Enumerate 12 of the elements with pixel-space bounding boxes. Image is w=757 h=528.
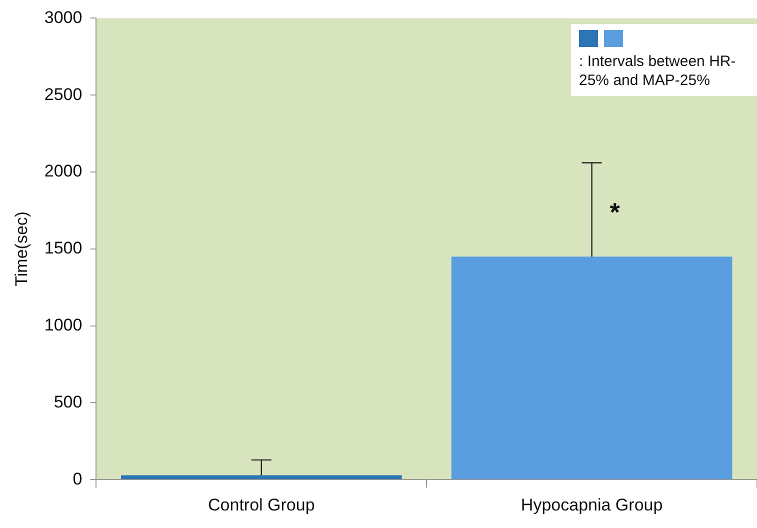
x-tick-label: Hypocapnia Group	[520, 495, 663, 514]
y-axis-title: Time(sec)	[12, 211, 31, 286]
annotation: *	[610, 197, 621, 228]
legend-label: : Intervals between HR-25% and MAP-25%	[579, 52, 737, 90]
y-tick-label: 2500	[44, 84, 82, 104]
y-tick-label: 2000	[44, 162, 82, 181]
y-tick-label: 1500	[44, 238, 82, 258]
x-tick-label: Control Group	[208, 495, 315, 514]
y-tick-label: 1000	[44, 315, 82, 334]
y-tick-label: 500	[54, 392, 82, 412]
y-tick-label: 0	[72, 469, 82, 488]
y-tick-label: 3000	[44, 8, 82, 27]
